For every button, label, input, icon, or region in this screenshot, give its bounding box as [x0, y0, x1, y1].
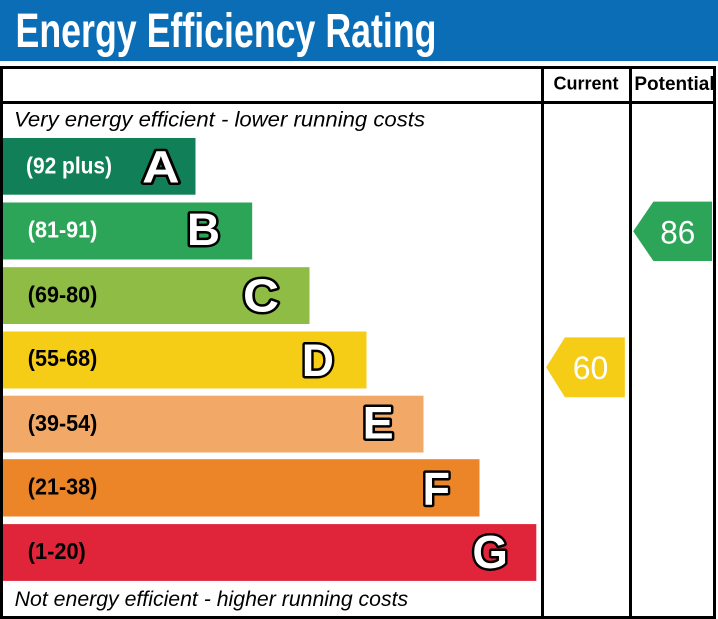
- svg-text:G: G: [472, 526, 508, 578]
- svg-text:A: A: [142, 141, 180, 192]
- svg-text:D: D: [302, 335, 334, 386]
- svg-text:C: C: [243, 269, 279, 321]
- svg-text:E: E: [363, 398, 394, 449]
- svg-text:(39-54): (39-54): [28, 410, 98, 436]
- svg-text:Energy Efficiency Rating: Energy Efficiency Rating: [16, 5, 437, 58]
- svg-text:Current: Current: [553, 74, 618, 94]
- svg-text:Very energy efficient - lower: Very energy efficient - lower running co…: [14, 109, 426, 132]
- svg-text:Not energy efficient - higher: Not energy efficient - higher running co…: [15, 588, 409, 611]
- svg-text:(55-68): (55-68): [28, 345, 98, 371]
- svg-text:F: F: [422, 463, 450, 515]
- svg-text:B: B: [187, 204, 220, 255]
- svg-text:(81-91): (81-91): [28, 217, 98, 243]
- svg-text:60: 60: [573, 350, 609, 386]
- svg-text:(92 plus): (92 plus): [26, 152, 112, 178]
- svg-text:Potential: Potential: [634, 74, 714, 95]
- svg-text:86: 86: [660, 214, 695, 250]
- svg-text:(1-20): (1-20): [28, 538, 86, 564]
- svg-text:(21-38): (21-38): [28, 474, 98, 500]
- svg-text:(69-80): (69-80): [28, 281, 98, 307]
